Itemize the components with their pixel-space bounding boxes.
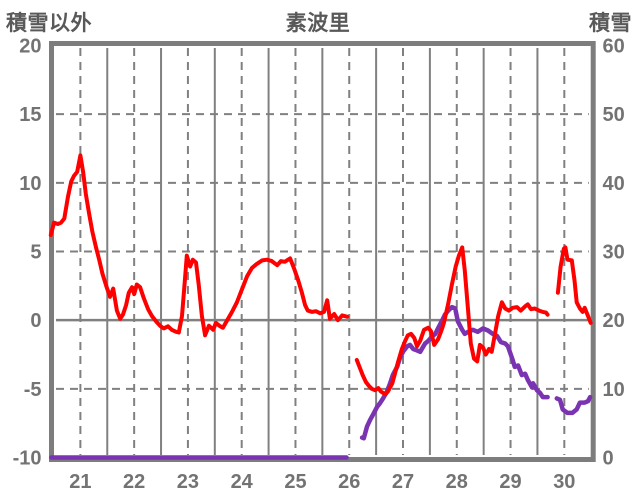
x-axis-tick-label: 22 — [123, 471, 145, 493]
right-axis-tick-label: 10 — [603, 379, 625, 401]
right-axis-tick-label: 60 — [603, 36, 625, 58]
right-axis-tick-label: 40 — [603, 173, 625, 195]
series-purple-path — [554, 394, 593, 416]
x-axis-tick-label: 28 — [446, 471, 468, 493]
right-axis-tick-label: 20 — [603, 310, 625, 332]
x-axis-tick-label: 23 — [177, 471, 199, 493]
left-axis-tick-label: 10 — [19, 173, 41, 195]
right-axis-title: 積雪 — [589, 12, 632, 35]
x-axis-tick-label: 27 — [392, 471, 414, 493]
left-axis-tick-label: 15 — [19, 104, 41, 126]
right-axis-tick-label: 0 — [603, 448, 614, 470]
x-axis-tick-label: 25 — [284, 471, 306, 493]
right-axis-tick-label: 30 — [603, 242, 625, 264]
x-axis-tick-label: 24 — [231, 471, 254, 493]
series-red-path — [354, 245, 550, 397]
left-axis-tick-label: 0 — [30, 310, 41, 332]
x-axis-tick-label: 26 — [338, 471, 360, 493]
left-axis-tick-label: -5 — [24, 379, 42, 401]
x-axis-tick-label: 29 — [499, 471, 521, 493]
x-axis-tick-label: 21 — [69, 471, 91, 493]
left-axis-tick-label: 5 — [30, 242, 41, 264]
right-axis-tick-label: 50 — [603, 104, 625, 126]
series-purple-path — [359, 304, 550, 441]
chart-title: 素波里 — [285, 12, 351, 35]
left-axis-tick-label: -10 — [13, 448, 42, 470]
left-axis-title: 積雪以外 — [6, 12, 92, 35]
series-red-path — [555, 245, 593, 325]
series-red-path — [48, 153, 350, 338]
left-axis-tick-label: 20 — [19, 36, 41, 58]
x-axis-tick-label: 30 — [553, 471, 575, 493]
